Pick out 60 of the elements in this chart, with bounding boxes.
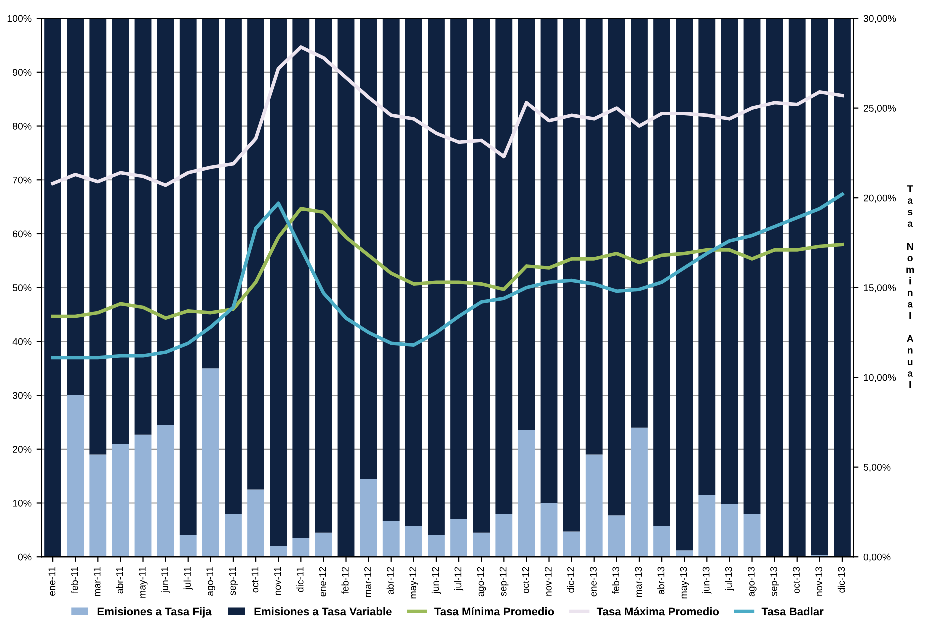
y2-tick-label: 10,00% (864, 374, 896, 382)
y2-tick-label: 30,00% (864, 15, 896, 24)
x-tick-label: feb-11 (71, 567, 78, 594)
x-tick-label: sep-12 (500, 567, 509, 596)
y2-tick-label: 15,00% (864, 284, 896, 293)
x-tick-label: ago-11 (206, 567, 216, 596)
y-tick-label: 30% (12, 392, 32, 400)
y-tick-label: 40% (12, 338, 32, 346)
legend-label: Tasa Badlar (762, 607, 824, 616)
x-tick-label: abr-11 (116, 567, 124, 594)
x-tick-label: oct-12 (522, 567, 530, 594)
x-tick-label: nov-12 (544, 567, 552, 596)
x-tick-label: sep-13 (770, 567, 780, 596)
y2-tick-label: 5,00% (864, 464, 891, 472)
y-tick-label: 100% (8, 15, 32, 22)
text: Tasa Nominal Anual (906, 186, 914, 388)
legend-label: Emisiones a Tasa Variable (254, 607, 392, 616)
y-tick-label: 20% (13, 446, 32, 454)
legend-label: Tasa Mínima Promedio (434, 607, 554, 616)
x-tick-label: ene-13 (590, 567, 597, 597)
x-tick-label: mar-11 (94, 567, 101, 596)
x-tick-label: nov-11 (274, 567, 282, 596)
y-tick-label: 0% (18, 554, 32, 561)
x-tick-label: jun-12 (432, 567, 442, 594)
y-tick-label: 80% (13, 123, 32, 130)
x-tick-label: jun-13 (702, 567, 712, 594)
x-tick-label: abr-13 (658, 567, 665, 595)
x-tick-label: feb-13 (612, 567, 620, 594)
x-tick-label: jul-11 (184, 567, 193, 590)
x-tick-label: may-11 (139, 567, 148, 598)
x-tick-label: mar-13 (635, 567, 642, 597)
x-tick-label: ene-12 (319, 567, 326, 597)
y-tick-label: 50% (12, 284, 32, 292)
x-tick-label: mar-12 (364, 567, 372, 597)
y-tick-label: 90% (13, 69, 32, 76)
x-tick-label: oct-11 (252, 567, 259, 593)
x-tick-label: dic-12 (567, 567, 574, 593)
y-tick-label: 70% (13, 176, 32, 184)
x-tick-label: abr-12 (386, 567, 394, 595)
y2-tick-label: 25,00% (864, 105, 896, 114)
legend-label: Tasa Máxima Promedio (596, 607, 720, 616)
x-tick-label: ene-11 (48, 567, 56, 596)
x-tick-label: sep-11 (229, 567, 238, 596)
x-tick-label: dic-11 (296, 567, 304, 592)
x-tick-label: jun-11 (161, 567, 170, 594)
x-tick-label: ago-13 (748, 567, 757, 597)
x-tick-label: jul-12 (454, 567, 464, 591)
x-tick-label: oct-13 (793, 567, 800, 594)
y2-tick-label: 0,00% (864, 554, 891, 562)
legend-label: Emisiones a Tasa Fija (98, 607, 212, 618)
x-tick-label: feb-12 (342, 567, 349, 594)
x-tick-label: may-13 (680, 567, 690, 599)
x-tick-label: may-12 (410, 567, 418, 599)
x-tick-label: ago-12 (477, 567, 486, 597)
y-tick-label: 60% (13, 230, 32, 238)
x-tick-label: dic-13 (838, 567, 846, 593)
x-tick-label: nov-13 (816, 567, 823, 596)
y-tick-label: 10% (13, 500, 32, 507)
y2-tick-label: 20,00% (864, 194, 896, 203)
x-tick-label: jul-13 (725, 567, 734, 591)
